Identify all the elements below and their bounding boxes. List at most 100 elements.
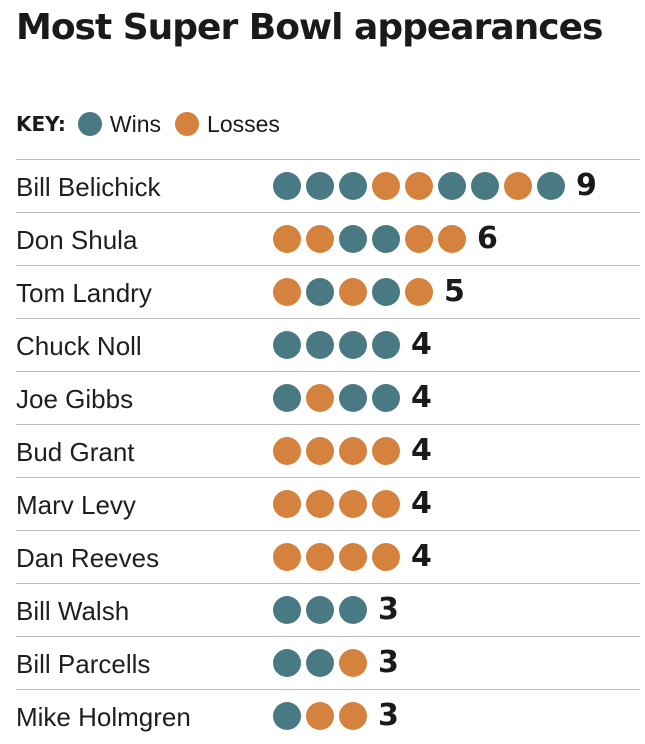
- table-row: Don Shula 6: [16, 213, 640, 266]
- win-dot: [339, 384, 367, 412]
- table-row: Mike Holmgren 3: [16, 690, 640, 742]
- result-dots: 9: [273, 160, 597, 212]
- win-dot: [339, 172, 367, 200]
- chart-title: Most Super Bowl appearances: [16, 7, 603, 48]
- loss-dot: [306, 225, 334, 253]
- win-dot: [471, 172, 499, 200]
- result-dots: 4: [273, 319, 432, 371]
- appearance-total: 3: [378, 592, 399, 627]
- loss-dot: [306, 490, 334, 518]
- appearance-total: 5: [444, 274, 465, 309]
- loss-dot: [306, 702, 334, 730]
- win-dot: [339, 331, 367, 359]
- loss-dot: [405, 172, 433, 200]
- table-row: Chuck Noll 4: [16, 319, 640, 372]
- table-row: Bill Walsh 3: [16, 584, 640, 637]
- loss-dot: [372, 437, 400, 465]
- loss-dot: [273, 225, 301, 253]
- table-row: Marv Levy 4: [16, 478, 640, 531]
- win-dot: [372, 384, 400, 412]
- legend-losses-dot: [175, 112, 200, 136]
- coach-name: Bill Belichick: [16, 172, 161, 202]
- loss-dot: [306, 437, 334, 465]
- appearance-total: 4: [411, 486, 432, 521]
- legend: KEY: Wins Losses: [16, 108, 294, 140]
- legend-wins-dot: [77, 112, 102, 136]
- win-dot: [273, 596, 301, 624]
- loss-dot: [339, 490, 367, 518]
- result-dots: 4: [273, 531, 432, 583]
- result-dots: 6: [273, 213, 498, 265]
- win-dot: [306, 331, 334, 359]
- win-dot: [339, 225, 367, 253]
- appearances-table: Bill Belichick 9 Don Shula 6 Tom Landry 5 Chuc…: [16, 159, 640, 742]
- table-row: Bill Belichick 9: [16, 160, 640, 213]
- loss-dot: [339, 702, 367, 730]
- appearance-total: 4: [411, 433, 432, 468]
- loss-dot: [372, 172, 400, 200]
- result-dots: 3: [273, 690, 399, 742]
- table-row: Dan Reeves 4: [16, 531, 640, 584]
- loss-dot: [273, 490, 301, 518]
- appearance-total: 6: [477, 221, 498, 256]
- table-row: Bill Parcells 3: [16, 637, 640, 690]
- win-dot: [273, 649, 301, 677]
- result-dots: 4: [273, 478, 432, 530]
- loss-dot: [306, 384, 334, 412]
- coach-name: Bud Grant: [16, 437, 135, 467]
- appearance-total: 4: [411, 327, 432, 362]
- coach-name: Don Shula: [16, 225, 138, 255]
- table-row: Joe Gibbs 4: [16, 372, 640, 425]
- win-dot: [273, 172, 301, 200]
- coach-name: Tom Landry: [16, 278, 152, 308]
- loss-dot: [339, 649, 367, 677]
- table-row: Bud Grant 4: [16, 425, 640, 478]
- loss-dot: [405, 278, 433, 306]
- coach-name: Bill Parcells: [16, 649, 151, 679]
- win-dot: [273, 384, 301, 412]
- win-dot: [306, 649, 334, 677]
- loss-dot: [339, 543, 367, 571]
- result-dots: 3: [273, 584, 399, 636]
- legend-label: KEY:: [16, 112, 66, 136]
- win-dot: [306, 596, 334, 624]
- table-row: Tom Landry 5: [16, 266, 640, 319]
- coach-name: Bill Walsh: [16, 596, 130, 626]
- legend-wins-label: Wins: [109, 110, 162, 137]
- win-dot: [372, 278, 400, 306]
- win-dot: [306, 172, 334, 200]
- win-dot: [306, 278, 334, 306]
- appearance-total: 3: [378, 698, 399, 733]
- coach-name: Joe Gibbs: [16, 384, 134, 414]
- win-dot: [273, 702, 301, 730]
- loss-dot: [273, 278, 301, 306]
- win-dot: [339, 596, 367, 624]
- loss-dot: [405, 225, 433, 253]
- appearance-total: 4: [411, 539, 432, 574]
- result-dots: 4: [273, 425, 432, 477]
- loss-dot: [339, 278, 367, 306]
- loss-dot: [438, 225, 466, 253]
- legend-losses-label: Losses: [207, 110, 280, 137]
- appearance-total: 4: [411, 380, 432, 415]
- loss-dot: [372, 490, 400, 518]
- win-dot: [438, 172, 466, 200]
- appearance-total: 9: [576, 168, 597, 203]
- loss-dot: [504, 172, 532, 200]
- coach-name: Chuck Noll: [16, 331, 142, 361]
- loss-dot: [273, 543, 301, 571]
- loss-dot: [273, 437, 301, 465]
- loss-dot: [339, 437, 367, 465]
- result-dots: 4: [273, 372, 432, 424]
- loss-dot: [306, 543, 334, 571]
- coach-name: Dan Reeves: [16, 543, 160, 573]
- loss-dot: [372, 543, 400, 571]
- result-dots: 5: [273, 266, 465, 318]
- coach-name: Marv Levy: [16, 490, 136, 520]
- win-dot: [537, 172, 565, 200]
- win-dot: [372, 225, 400, 253]
- win-dot: [372, 331, 400, 359]
- win-dot: [273, 331, 301, 359]
- coach-name: Mike Holmgren: [16, 702, 191, 732]
- result-dots: 3: [273, 637, 399, 689]
